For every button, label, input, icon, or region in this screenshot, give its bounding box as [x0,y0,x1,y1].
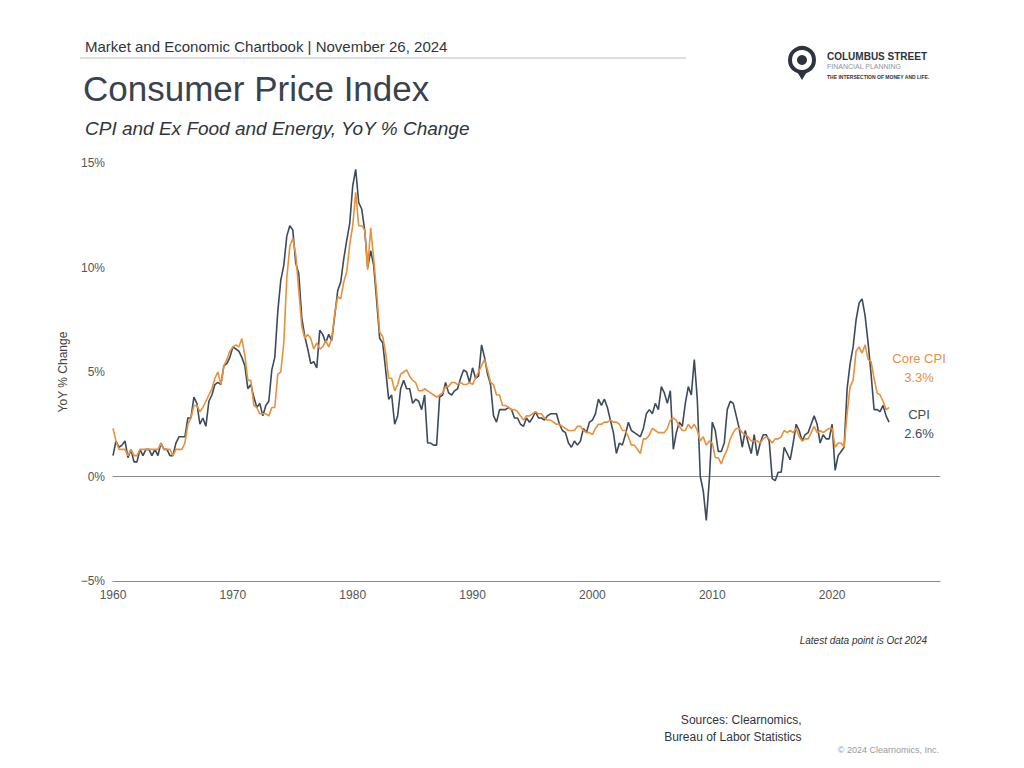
svg-text:−5%: −5% [81,574,106,588]
svg-text:FINANCIAL PLANNING: FINANCIAL PLANNING [827,63,901,70]
svg-text:10%: 10% [81,261,105,275]
svg-text:THE INTERSECTION OF MONEY AND: THE INTERSECTION OF MONEY AND LIFE. [827,74,930,80]
svg-text:Consumer Price Index: Consumer Price Index [83,69,430,108]
svg-text:CPI: CPI [908,407,930,422]
svg-text:Sources: Clearnomics,: Sources: Clearnomics, [681,713,802,727]
svg-text:Bureau of Labor Statistics: Bureau of Labor Statistics [664,730,801,744]
svg-text:1970: 1970 [220,588,247,602]
svg-text:CPI and Ex Food and Energy, Yo: CPI and Ex Food and Energy, YoY % Change [85,118,469,139]
svg-text:© 2024 Clearnomics, Inc.: © 2024 Clearnomics, Inc. [838,745,939,755]
svg-text:0%: 0% [88,470,106,484]
svg-text:COLUMBUS STREET: COLUMBUS STREET [827,51,927,62]
svg-text:1980: 1980 [339,588,366,602]
svg-text:1990: 1990 [459,588,486,602]
svg-text:1960: 1960 [100,588,127,602]
svg-text:3.3%: 3.3% [904,370,934,385]
svg-text:2000: 2000 [579,588,606,602]
svg-text:2010: 2010 [699,588,726,602]
svg-text:Latest data point is Oct 2024: Latest data point is Oct 2024 [800,635,928,646]
svg-text:15%: 15% [81,156,105,170]
svg-text:5%: 5% [88,365,106,379]
svg-text:2020: 2020 [819,588,846,602]
svg-text:2.6%: 2.6% [904,426,934,441]
svg-text:Market and Economic Chartbook: Market and Economic Chartbook | November… [85,38,447,55]
svg-text:YoY % Change: YoY % Change [56,331,70,412]
svg-text:Core CPI: Core CPI [892,351,945,366]
